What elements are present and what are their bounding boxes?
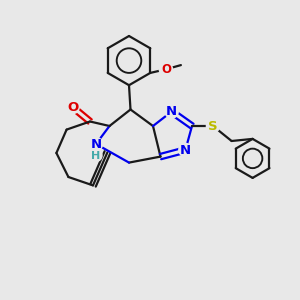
Text: O: O	[67, 100, 78, 114]
Text: O: O	[161, 63, 171, 76]
Circle shape	[206, 119, 220, 133]
Text: N: N	[166, 105, 177, 118]
Circle shape	[159, 63, 172, 76]
Text: H: H	[92, 151, 100, 161]
Text: N: N	[90, 137, 102, 151]
Circle shape	[90, 149, 102, 161]
Circle shape	[66, 100, 79, 114]
Text: S: S	[208, 119, 218, 133]
Circle shape	[179, 143, 192, 157]
Circle shape	[89, 137, 103, 151]
Circle shape	[165, 105, 178, 118]
Text: N: N	[180, 143, 191, 157]
